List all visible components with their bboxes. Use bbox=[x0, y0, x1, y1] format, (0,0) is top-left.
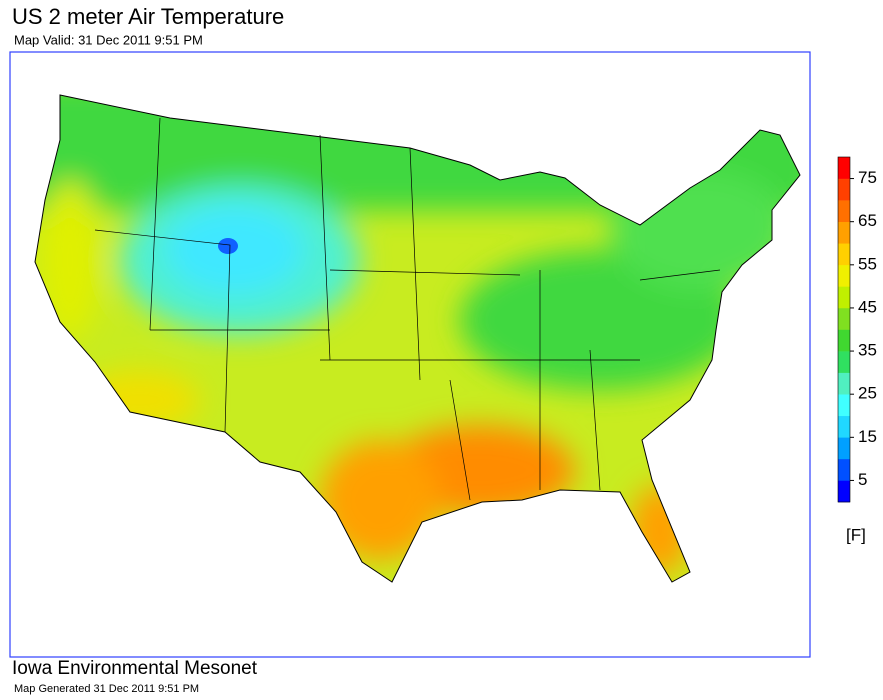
colorbar-segment bbox=[838, 221, 850, 244]
colorbar-segment bbox=[838, 264, 850, 287]
colorbar-segment bbox=[838, 243, 850, 266]
colorbar-segment bbox=[838, 286, 850, 309]
colorbar-label: 55 bbox=[858, 254, 877, 273]
colorbar-segment bbox=[838, 307, 850, 330]
state-borders bbox=[94, 117, 721, 501]
colorbar-segment bbox=[838, 437, 850, 460]
colorbar-segment bbox=[838, 178, 850, 201]
colorbar-label: 15 bbox=[858, 427, 877, 446]
colorbar-segment bbox=[838, 329, 850, 352]
footer-organization: Iowa Environmental Mesonet bbox=[12, 658, 258, 679]
colorbar-label: 35 bbox=[858, 341, 877, 360]
colorbar-label: 45 bbox=[858, 297, 877, 316]
colorbar-segment bbox=[838, 458, 850, 481]
legend-unit: [F] bbox=[846, 525, 866, 544]
colorbar-label: 25 bbox=[858, 384, 877, 403]
colorbar-segment bbox=[838, 415, 850, 438]
colorbar-segment bbox=[838, 372, 850, 395]
colorbar-segment bbox=[838, 480, 850, 503]
colorbar-segment bbox=[838, 394, 850, 417]
colorbar: 5 15 25 35 45 55 65 75 bbox=[837, 156, 877, 503]
colorbar-segment bbox=[838, 157, 850, 179]
map-subtitle: Map Valid: 31 Dec 2011 9:51 PM bbox=[14, 32, 203, 47]
footer-generated: Map Generated 31 Dec 2011 9:51 PM bbox=[14, 683, 199, 695]
colorbar-label: 75 bbox=[858, 168, 877, 187]
colorbar-border bbox=[837, 156, 851, 503]
map-title: US 2 meter Air Temperature bbox=[12, 4, 284, 29]
colorbar-label: 5 bbox=[858, 470, 867, 489]
colorbar-label: 65 bbox=[858, 211, 877, 230]
colorbar-segment bbox=[838, 351, 850, 373]
colorbar-segment bbox=[838, 200, 850, 222]
